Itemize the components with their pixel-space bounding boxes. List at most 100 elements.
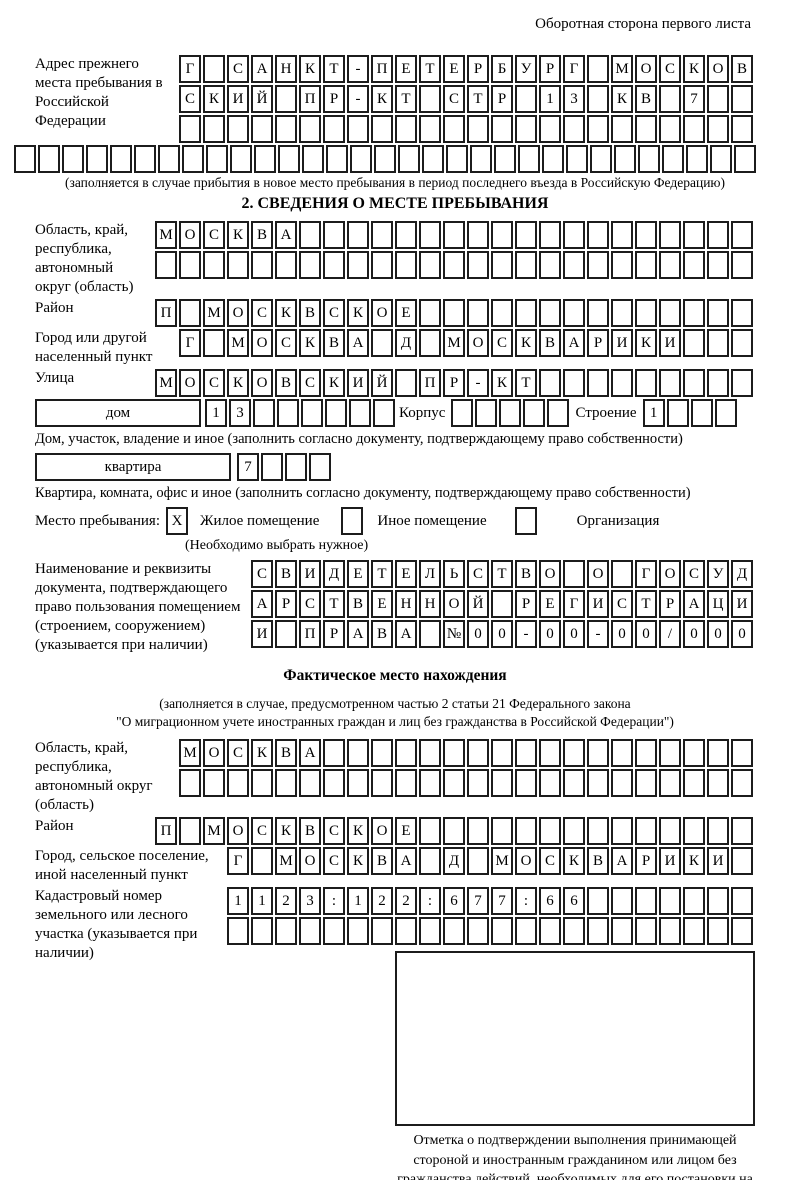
char-cell[interactable]: Р <box>467 55 489 83</box>
char-cell[interactable]: О <box>515 847 537 875</box>
char-cell[interactable] <box>707 369 729 397</box>
char-cell[interactable]: Д <box>395 329 417 357</box>
char-cell[interactable]: В <box>587 847 609 875</box>
char-cell[interactable] <box>395 221 417 249</box>
char-cell[interactable]: В <box>731 55 753 83</box>
char-cell[interactable]: / <box>659 620 681 648</box>
char-cell[interactable] <box>611 369 633 397</box>
char-cell[interactable]: 0 <box>467 620 489 648</box>
char-cell[interactable] <box>587 369 609 397</box>
char-cell[interactable] <box>659 739 681 767</box>
char-cell[interactable] <box>275 251 297 279</box>
char-cell[interactable] <box>590 145 612 173</box>
char-cell[interactable]: А <box>395 847 417 875</box>
char-cell[interactable]: М <box>443 329 465 357</box>
char-cell[interactable]: К <box>323 369 345 397</box>
char-cell[interactable] <box>395 739 417 767</box>
char-cell[interactable] <box>206 145 228 173</box>
char-cell[interactable] <box>707 817 729 845</box>
char-cell[interactable]: 2 <box>395 887 417 915</box>
char-cell[interactable] <box>587 299 609 327</box>
char-cell[interactable] <box>419 739 441 767</box>
char-cell[interactable] <box>347 739 369 767</box>
char-cell[interactable] <box>714 399 737 427</box>
char-cell[interactable]: Г <box>563 55 585 83</box>
char-cell[interactable] <box>398 145 420 173</box>
char-cell[interactable]: И <box>587 590 609 618</box>
char-cell[interactable] <box>491 739 513 767</box>
char-cell[interactable]: Г <box>179 329 201 357</box>
char-cell[interactable] <box>518 145 540 173</box>
char-cell[interactable] <box>731 85 753 113</box>
char-cell[interactable] <box>203 251 225 279</box>
char-cell[interactable]: В <box>539 329 561 357</box>
char-cell[interactable]: : <box>419 887 441 915</box>
char-cell[interactable] <box>371 221 393 249</box>
char-cell[interactable]: А <box>683 590 705 618</box>
char-cell[interactable]: Т <box>635 590 657 618</box>
char-cell[interactable]: 7 <box>683 85 705 113</box>
char-cell[interactable]: О <box>707 55 729 83</box>
char-cell[interactable] <box>611 251 633 279</box>
char-cell[interactable]: В <box>371 620 393 648</box>
char-cell[interactable] <box>451 399 474 427</box>
char-cell[interactable] <box>467 769 489 797</box>
char-cell[interactable] <box>731 369 753 397</box>
char-cell[interactable] <box>515 221 537 249</box>
char-cell[interactable]: 2 <box>275 887 297 915</box>
char-cell[interactable] <box>659 917 681 945</box>
char-cell[interactable]: С <box>179 85 201 113</box>
char-cell[interactable]: К <box>203 85 225 113</box>
char-cell[interactable] <box>299 917 321 945</box>
char-cell[interactable] <box>611 887 633 915</box>
char-cell[interactable]: О <box>467 329 489 357</box>
char-cell[interactable] <box>635 917 657 945</box>
char-cell[interactable] <box>587 739 609 767</box>
char-cell[interactable] <box>563 251 585 279</box>
char-cell[interactable] <box>563 221 585 249</box>
char-cell[interactable] <box>443 221 465 249</box>
char-cell[interactable] <box>251 847 273 875</box>
char-cell[interactable] <box>515 769 537 797</box>
char-cell[interactable] <box>683 329 705 357</box>
char-cell[interactable] <box>731 769 753 797</box>
char-cell[interactable]: Й <box>371 369 393 397</box>
char-cell[interactable] <box>470 145 492 173</box>
char-cell[interactable]: К <box>347 299 369 327</box>
char-cell[interactable]: - <box>515 620 537 648</box>
char-cell[interactable] <box>275 769 297 797</box>
char-cell[interactable]: М <box>203 817 225 845</box>
char-cell[interactable] <box>155 251 177 279</box>
char-cell[interactable] <box>659 369 681 397</box>
char-cell[interactable]: К <box>275 299 297 327</box>
char-cell[interactable] <box>659 817 681 845</box>
char-cell[interactable]: Д <box>443 847 465 875</box>
char-cell[interactable] <box>326 145 348 173</box>
char-cell[interactable] <box>731 817 753 845</box>
char-cell[interactable] <box>227 769 249 797</box>
char-cell[interactable] <box>686 145 708 173</box>
char-cell[interactable] <box>299 221 321 249</box>
char-cell[interactable] <box>566 145 588 173</box>
char-cell[interactable] <box>395 769 417 797</box>
char-cell[interactable]: Т <box>467 85 489 113</box>
char-cell[interactable]: Т <box>419 55 441 83</box>
char-cell[interactable] <box>275 85 297 113</box>
char-cell[interactable]: Р <box>515 590 537 618</box>
char-cell[interactable] <box>419 917 441 945</box>
char-cell[interactable] <box>323 769 345 797</box>
char-cell[interactable] <box>419 329 441 357</box>
char-cell[interactable] <box>666 399 689 427</box>
char-cell[interactable] <box>563 560 585 588</box>
char-cell[interactable] <box>419 817 441 845</box>
char-cell[interactable]: 1 <box>347 887 369 915</box>
char-cell[interactable] <box>179 251 201 279</box>
char-cell[interactable]: О <box>251 369 273 397</box>
char-cell[interactable] <box>499 399 522 427</box>
char-cell[interactable]: Д <box>731 560 753 588</box>
char-cell[interactable]: М <box>179 739 201 767</box>
char-cell[interactable]: С <box>323 299 345 327</box>
checkbox-inoe[interactable] <box>341 507 364 535</box>
char-cell[interactable]: М <box>155 221 177 249</box>
char-cell[interactable]: - <box>347 55 369 83</box>
